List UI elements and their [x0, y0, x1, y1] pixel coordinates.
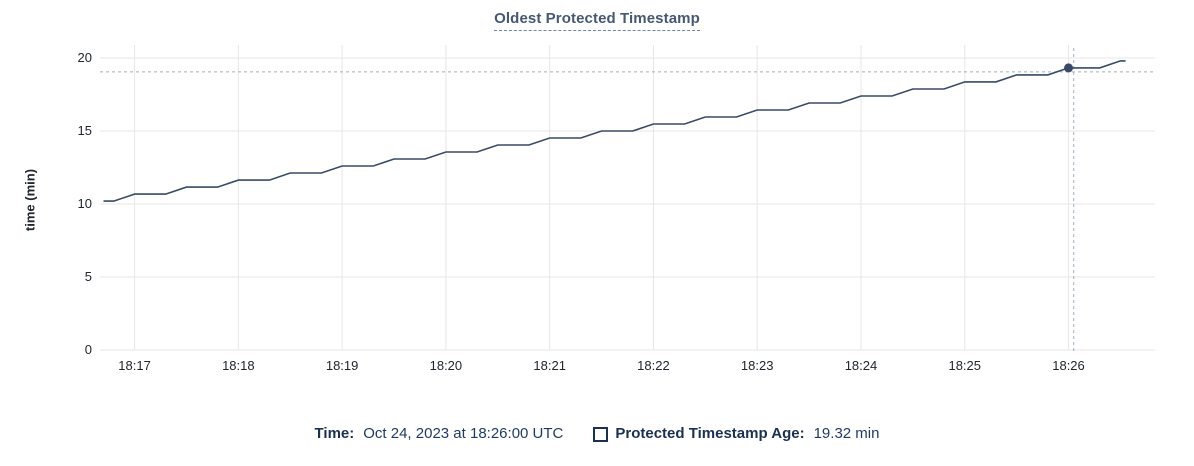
- series-line: [103, 60, 1126, 202]
- plot-svg[interactable]: [100, 40, 1155, 362]
- highlight-dot[interactable]: [1064, 63, 1074, 73]
- legend-time-value: Oct 24, 2023 at 18:26:00 UTC: [363, 425, 564, 442]
- x-tick-label: 18:17: [118, 358, 151, 373]
- x-tick-label: 18:21: [533, 358, 566, 373]
- y-axis-label: time (min): [22, 168, 38, 232]
- x-tick-label: 18:26: [1052, 358, 1085, 373]
- x-tick-label: 18:22: [637, 358, 670, 373]
- y-tick-label: 5: [84, 269, 92, 284]
- x-tick-label: 18:18: [222, 358, 255, 373]
- legend-age-value: 19.32 min: [813, 425, 880, 442]
- y-tick-label: 15: [77, 123, 92, 138]
- legend-checkbox[interactable]: [593, 426, 609, 442]
- title-row: Oldest Protected Timestamp: [0, 10, 1194, 31]
- legend: Time: Oct 24, 2023 at 18:26:00 UTC Prote…: [0, 423, 1194, 445]
- y-tick-label: 10: [77, 196, 92, 211]
- legend-time-label: Time:: [314, 425, 355, 442]
- chart-title[interactable]: Oldest Protected Timestamp: [494, 10, 700, 31]
- x-tick-label: 18:23: [740, 358, 774, 373]
- y-tick-label: 20: [77, 50, 92, 65]
- x-tick-label: 18:20: [429, 358, 463, 373]
- legend-age-label: Protected Timestamp Age:: [615, 425, 805, 442]
- y-tick-label: 0: [84, 342, 92, 357]
- x-tick-label: 18:19: [325, 358, 359, 373]
- x-tick-label: 18:25: [948, 358, 982, 373]
- x-tick-label: 18:24: [844, 358, 878, 373]
